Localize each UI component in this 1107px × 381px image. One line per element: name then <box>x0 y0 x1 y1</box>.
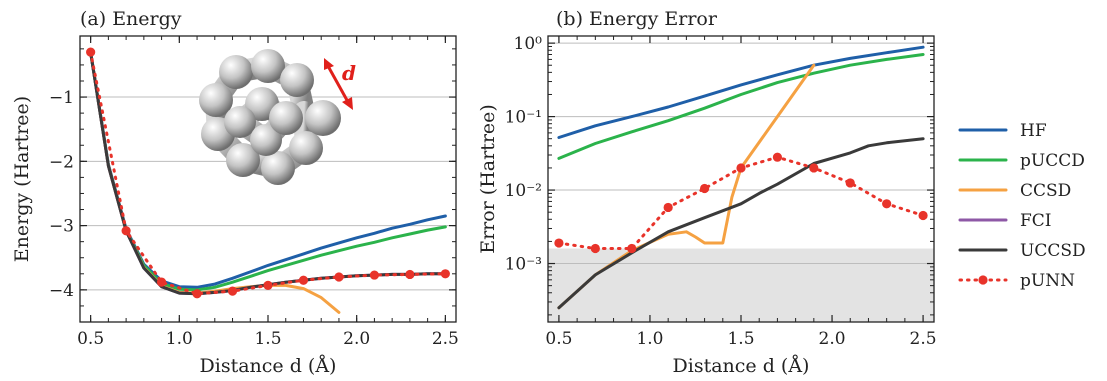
legend-label: UCCSD <box>1020 241 1086 261</box>
y-tick-label: −4 <box>49 281 74 301</box>
y-tick-label: −1 <box>49 88 74 108</box>
energy-panel: (a) Energy <box>11 8 459 377</box>
distance-arrow: d <box>324 58 356 110</box>
x-tick-label: 2.0 <box>819 329 846 349</box>
data-point-punn <box>298 275 309 285</box>
y-tick-label: 10⁻² <box>505 181 542 201</box>
molecule-illustration <box>199 49 341 185</box>
panel-b-grid <box>548 42 934 265</box>
panel-a-ylabel: Energy (Hartree) <box>11 96 33 262</box>
series-clip <box>86 47 450 314</box>
series-clip <box>554 45 928 310</box>
data-point-punn <box>663 202 673 213</box>
panel-a-ticks: −4 −3 −2 −1 0.5 1.0 1.5 2.0 2.5 <box>49 36 459 349</box>
legend-label: pUNN <box>1020 271 1075 291</box>
panel-a-xlabel: Distance d (Å) <box>200 355 337 377</box>
x-tick-label: 0.5 <box>77 329 104 349</box>
data-point-punn <box>590 243 600 254</box>
panel-b-ylabel: Error (Hartree) <box>477 104 499 254</box>
y-tick-label: 10⁻¹ <box>505 108 542 128</box>
x-tick-label: 2.5 <box>432 329 459 349</box>
energy-error-panel: (b) Energy Error 10⁻³ 10⁻² 10⁻¹ 10⁰ 0.5 1.0 1.… <box>477 8 937 377</box>
data-point-punn <box>918 210 928 221</box>
distance-annotation: d <box>342 61 356 85</box>
data-point-punn <box>699 183 710 194</box>
panel-a-title: (a) Energy <box>80 8 182 30</box>
legend-item-ccsd: CCSD <box>958 181 1071 201</box>
data-point-punn <box>86 47 96 57</box>
chemical-accuracy-band <box>548 248 934 322</box>
data-point-punn <box>554 238 564 248</box>
data-point-punn <box>334 272 344 282</box>
series-line-ccsd <box>557 63 816 310</box>
legend-item-uccsd: UCCSD <box>958 241 1086 261</box>
data-point-punn <box>845 178 855 188</box>
x-tick-label: 2.0 <box>343 329 370 349</box>
legend-item-hf: HF <box>958 121 1047 141</box>
data-point-punn <box>736 163 746 173</box>
x-tick-label: 1.0 <box>166 329 193 349</box>
panel-b-xlabel: Distance d (Å) <box>673 355 810 377</box>
data-point-punn <box>192 289 202 299</box>
data-point-punn <box>405 269 415 280</box>
y-tick-label: 10⁰ <box>514 34 543 54</box>
data-point-punn <box>369 270 380 280</box>
data-point-punn <box>121 226 131 236</box>
data-point-punn <box>227 286 238 296</box>
data-point-punn <box>627 243 637 254</box>
x-tick-label: 1.0 <box>636 329 663 349</box>
panel-b-ticks: 10⁻³ 10⁻² 10⁻¹ 10⁰ 0.5 1.0 1.5 2.0 2.5 <box>505 34 937 349</box>
panel-a-series <box>86 47 450 314</box>
x-tick-label: 2.5 <box>910 329 937 349</box>
series-line-hf <box>557 45 925 139</box>
data-point-punn <box>772 152 783 162</box>
legend-item-punn: pUNN <box>958 271 1075 291</box>
data-point-punn <box>263 280 273 290</box>
x-tick-label: 1.5 <box>254 329 281 349</box>
panel-b-series <box>554 45 928 310</box>
legend-item-fci: FCI <box>958 211 1052 231</box>
legend-label: HF <box>1020 121 1047 141</box>
x-tick-label: 1.5 <box>727 329 754 349</box>
series-line-puccd <box>557 53 925 160</box>
series-line-puccd <box>89 50 447 292</box>
legend-label: FCI <box>1020 211 1052 231</box>
legend-item-puccd: pUCCD <box>958 151 1085 171</box>
legend-label: CCSD <box>1020 181 1071 201</box>
legend: HF pUCCD CCSD FCI UCCSD pUNN <box>958 121 1086 291</box>
panel-b-title: (b) Energy Error <box>556 8 718 30</box>
data-point-punn <box>440 269 450 279</box>
y-tick-label: −3 <box>49 217 74 237</box>
data-point-punn <box>882 199 892 209</box>
data-point-punn <box>809 163 819 173</box>
data-point-punn <box>156 277 167 287</box>
x-tick-label: 0.5 <box>545 329 572 349</box>
y-tick-label: −2 <box>49 152 74 172</box>
legend-marker <box>978 275 988 285</box>
y-tick-label: 10⁻³ <box>505 255 542 275</box>
legend-label: pUCCD <box>1020 151 1085 171</box>
